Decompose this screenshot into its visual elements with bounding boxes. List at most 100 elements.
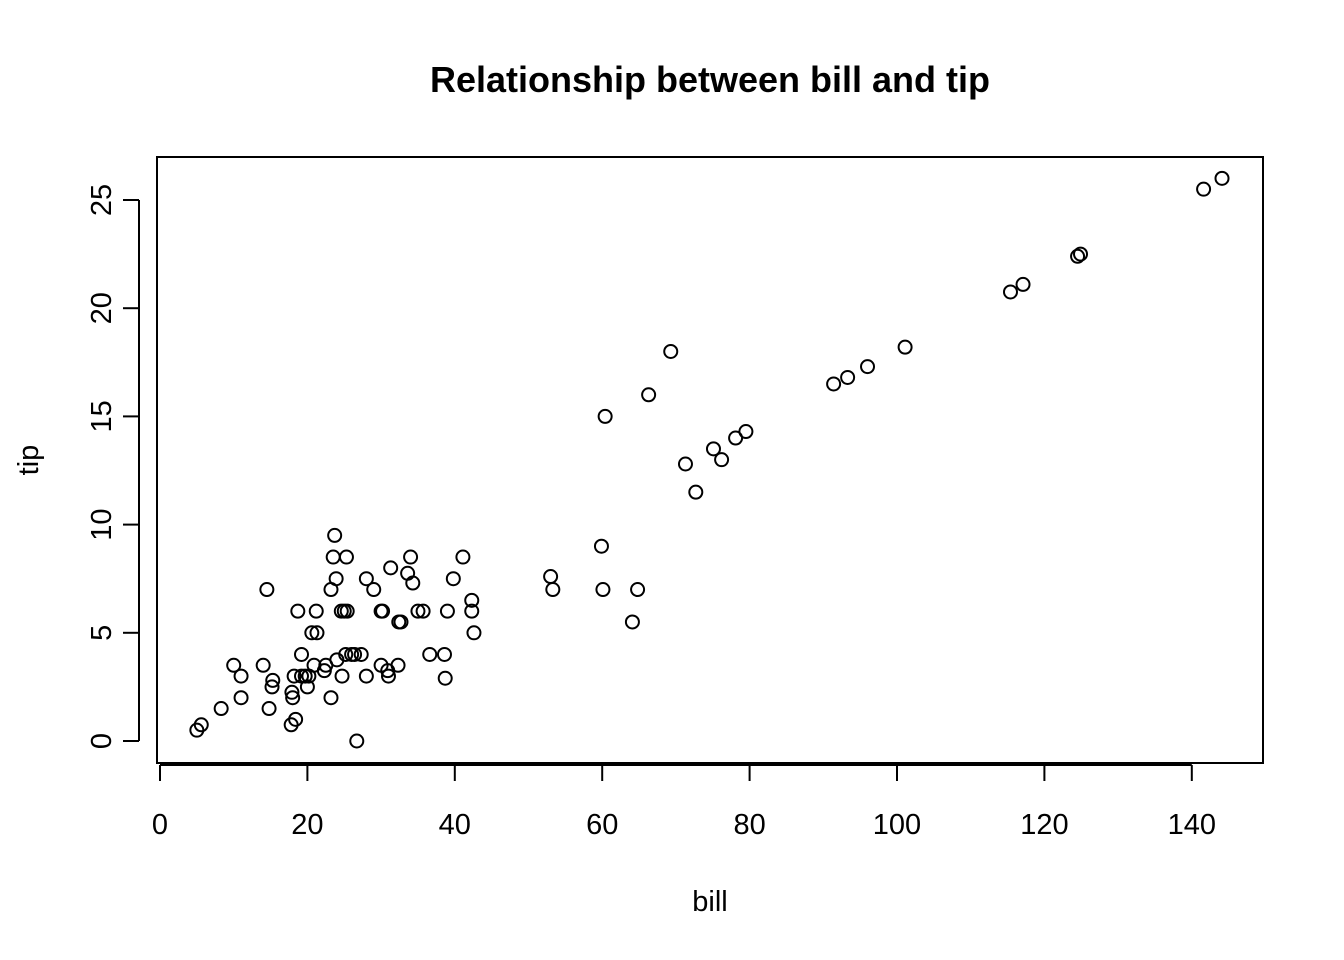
- x-tick-label: 120: [1020, 809, 1068, 841]
- data-point: [437, 670, 453, 686]
- data-point: [338, 646, 354, 662]
- x-axis-label: bill: [692, 886, 727, 918]
- data-point: [226, 657, 242, 673]
- data-point: [290, 603, 306, 619]
- y-tick-label: 0: [86, 733, 118, 749]
- x-tick-label: 40: [439, 809, 471, 841]
- data-point: [466, 625, 482, 641]
- data-point: [464, 603, 480, 619]
- data-point: [309, 625, 325, 641]
- plot-frame: [156, 156, 1264, 764]
- data-point: [264, 679, 280, 695]
- data-points: [189, 170, 1230, 749]
- data-point: [265, 672, 281, 688]
- data-point: [358, 668, 374, 684]
- data-point: [545, 582, 561, 598]
- data-point: [595, 582, 611, 598]
- data-point: [294, 646, 310, 662]
- data-point: [358, 571, 374, 587]
- data-point: [641, 387, 657, 403]
- data-point: [439, 603, 455, 619]
- data-point: [597, 408, 613, 424]
- x-tick-label: 100: [873, 809, 921, 841]
- data-point: [445, 571, 461, 587]
- data-point: [405, 575, 421, 591]
- data-point: [630, 582, 646, 598]
- data-point: [334, 668, 350, 684]
- data-point: [455, 549, 471, 565]
- data-point: [677, 456, 693, 472]
- data-point: [897, 339, 913, 355]
- data-point: [1073, 246, 1089, 262]
- data-point: [840, 369, 856, 385]
- data-point: [233, 690, 249, 706]
- data-point: [366, 582, 382, 598]
- data-point: [1070, 248, 1086, 264]
- data-point: [339, 603, 355, 619]
- data-point: [422, 646, 438, 662]
- x-tick-label: 140: [1168, 809, 1216, 841]
- x-tick-label: 0: [152, 809, 168, 841]
- data-point: [390, 657, 406, 673]
- data-point: [288, 711, 304, 727]
- data-point: [688, 484, 704, 500]
- data-point: [353, 646, 369, 662]
- data-point: [299, 679, 315, 695]
- y-axis: 0 5 10 15 20 25: [86, 184, 140, 749]
- y-axis-label: tip: [13, 445, 45, 476]
- data-point: [380, 668, 396, 684]
- data-point: [327, 527, 343, 543]
- data-point: [213, 701, 229, 717]
- data-point: [328, 571, 344, 587]
- data-point: [436, 646, 452, 662]
- data-point: [624, 614, 640, 630]
- data-point: [663, 343, 679, 359]
- x-tick-label: 60: [586, 809, 618, 841]
- data-point: [403, 549, 419, 565]
- data-point: [738, 424, 754, 440]
- data-point: [705, 441, 721, 457]
- data-point: [383, 560, 399, 576]
- data-point: [826, 376, 842, 392]
- data-point: [284, 684, 300, 700]
- data-point: [714, 452, 730, 468]
- data-point: [543, 569, 559, 585]
- data-point: [308, 603, 324, 619]
- data-point: [393, 614, 409, 630]
- data-point: [860, 359, 876, 375]
- data-point: [1196, 181, 1212, 197]
- data-point: [593, 538, 609, 554]
- data-point: [304, 625, 320, 641]
- y-tick-label: 25: [86, 184, 118, 216]
- data-point: [375, 603, 391, 619]
- x-tick-label: 80: [733, 809, 765, 841]
- data-point: [255, 657, 271, 673]
- y-tick-label: 5: [86, 625, 118, 641]
- data-point: [233, 668, 249, 684]
- data-point: [1002, 284, 1018, 300]
- data-point: [415, 603, 431, 619]
- data-point: [325, 549, 341, 565]
- x-tick-label: 20: [291, 809, 323, 841]
- x-axis: 0 20 40 60 80 100 120 140: [152, 764, 1216, 841]
- y-tick-label: 10: [86, 508, 118, 540]
- data-point: [1015, 276, 1031, 292]
- data-point: [728, 430, 744, 446]
- y-tick-label: 20: [86, 292, 118, 324]
- data-point: [338, 549, 354, 565]
- data-point: [323, 690, 339, 706]
- data-point: [285, 690, 301, 706]
- chart-title: Relationship between bill and tip: [430, 59, 990, 100]
- y-tick-label: 15: [86, 400, 118, 432]
- data-point: [1214, 170, 1230, 186]
- data-point: [193, 717, 209, 733]
- data-point: [410, 603, 426, 619]
- data-point: [286, 668, 302, 684]
- data-point: [261, 701, 277, 717]
- data-point: [349, 733, 365, 749]
- data-point: [464, 592, 480, 608]
- data-point: [259, 582, 275, 598]
- data-point: [347, 646, 363, 662]
